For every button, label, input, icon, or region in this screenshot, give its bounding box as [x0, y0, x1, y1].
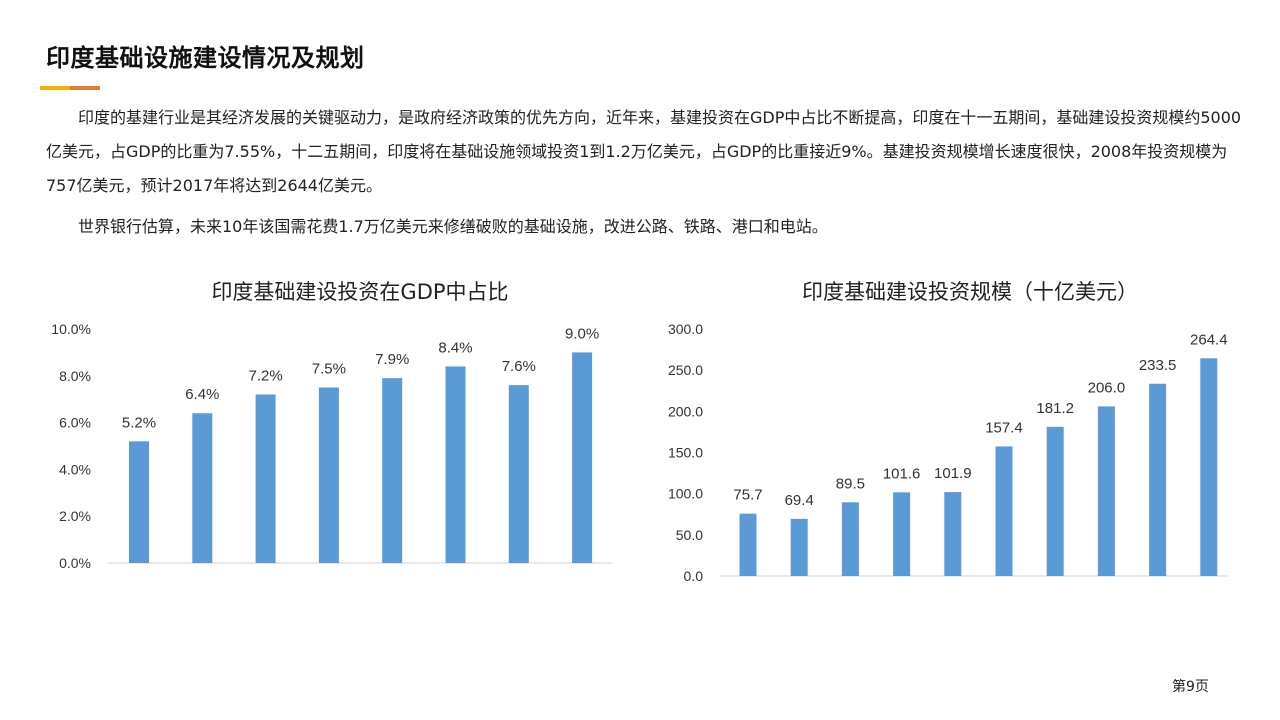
y-tick-label: 4.0% [59, 461, 91, 477]
data-label: 101.6 [883, 465, 921, 482]
bar [255, 394, 276, 563]
y-tick-label: 250.0 [668, 362, 703, 378]
data-label: 5.2% [122, 414, 156, 431]
data-label: 206.0 [1088, 379, 1126, 396]
bar [1200, 358, 1218, 576]
page-number: 第9页 [1172, 679, 1209, 695]
bar [995, 446, 1013, 576]
data-label: 9.0% [565, 325, 599, 342]
title-underline [40, 86, 100, 90]
gdp-share-chart: 0.0% 2.0% 4.0% 6.0% 8.0% 10.0% 5.2% 6.4% 7.2% 7.5… [51, 321, 612, 571]
y-tick-label: 50.0 [676, 527, 703, 543]
y-tick-label: 10.0% [51, 321, 91, 337]
y-tick-label: 6.0% [59, 415, 91, 431]
bar [893, 492, 911, 576]
bank-paragraph: 世界银行估算，未来10年该国需花费1.7万亿美元来修缮破败的基础设施，改进公路、… [46, 210, 1246, 244]
y-tick-label: 150.0 [668, 445, 703, 461]
bar [739, 513, 757, 576]
data-label: 7.9% [375, 351, 409, 368]
bar [445, 366, 466, 563]
page-title: 印度基础设施建设情况及规划 [46, 44, 365, 72]
title-underline-yellow [40, 86, 70, 90]
bar [192, 413, 213, 563]
bar [1097, 406, 1115, 576]
data-label: 6.4% [185, 386, 219, 403]
data-label: 8.4% [438, 339, 472, 356]
chart-1-title: 印度基础建设投资在GDP中占比 [211, 280, 509, 304]
data-label: 75.7 [733, 487, 762, 504]
bar [129, 441, 149, 563]
data-label: 181.2 [1036, 400, 1074, 417]
data-label: 89.5 [836, 475, 865, 492]
bar [1149, 383, 1167, 576]
data-label: 101.9 [934, 465, 972, 482]
data-label: 157.4 [985, 419, 1023, 436]
bar [318, 387, 339, 563]
data-label: 7.5% [312, 361, 346, 378]
title-underline-orange [70, 86, 100, 90]
data-label: 264.4 [1190, 331, 1228, 348]
bar [841, 502, 859, 576]
y-tick-label: 2.0% [59, 508, 91, 524]
investment-scale-chart: 0.0 50.0 100.0 150.0 200.0 250.0 300.0 75.7 69.4… [668, 321, 1228, 584]
y-tick-label: 0.0% [59, 555, 91, 571]
data-label: 233.5 [1139, 357, 1177, 374]
bar [790, 518, 808, 576]
bar [1046, 426, 1064, 576]
y-tick-label: 300.0 [668, 321, 703, 337]
paragraph-1: 印度的基建行业是其经济发展的关键驱动力，是政府经济政策的优先方向，近年来，基建投… [46, 108, 1242, 195]
intro-paragraph: 印度的基建行业是其经济发展的关键驱动力，是政府经济政策的优先方向，近年来，基建投… [46, 101, 1246, 203]
y-tick-label: 0.0 [684, 568, 704, 584]
y-tick-label: 200.0 [668, 403, 703, 419]
data-label: 7.2% [248, 368, 282, 385]
y-tick-label: 100.0 [668, 486, 703, 502]
paragraph-2: 世界银行估算，未来10年该国需花费1.7万亿美元来修缮破败的基础设施，改进公路、… [78, 217, 828, 236]
bar [508, 385, 529, 563]
bar [382, 378, 403, 563]
y-tick-label: 8.0% [59, 368, 91, 384]
data-label: 69.4 [785, 492, 814, 509]
bar [572, 352, 593, 563]
data-label: 7.6% [502, 358, 536, 375]
bar [944, 492, 962, 576]
chart-2-title: 印度基础建设投资规模（十亿美元） [802, 280, 1138, 304]
